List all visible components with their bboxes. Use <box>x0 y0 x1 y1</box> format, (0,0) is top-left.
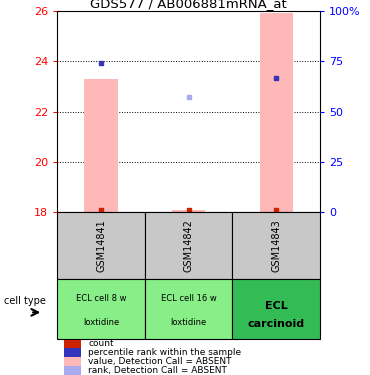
Bar <box>57 279 145 339</box>
Bar <box>64 348 81 357</box>
Text: loxtidine: loxtidine <box>83 318 119 327</box>
Bar <box>260 12 293 212</box>
Bar <box>64 339 81 348</box>
Bar <box>145 279 232 339</box>
Bar <box>84 79 118 212</box>
Bar <box>145 212 232 279</box>
Text: GSM14841: GSM14841 <box>96 219 106 272</box>
Text: GSM14843: GSM14843 <box>271 219 281 272</box>
Bar <box>232 279 320 339</box>
Bar <box>57 212 145 279</box>
Bar <box>172 210 205 212</box>
Bar <box>64 357 81 366</box>
Text: GSM14842: GSM14842 <box>184 219 194 272</box>
Text: percentile rank within the sample: percentile rank within the sample <box>88 348 242 357</box>
Text: carcinoid: carcinoid <box>248 320 305 329</box>
Text: ECL: ECL <box>265 302 287 311</box>
Text: value, Detection Call = ABSENT: value, Detection Call = ABSENT <box>88 357 232 366</box>
Text: count: count <box>88 339 114 348</box>
Text: rank, Detection Call = ABSENT: rank, Detection Call = ABSENT <box>88 366 227 375</box>
Text: ECL cell 8 w: ECL cell 8 w <box>76 294 127 303</box>
Text: cell type: cell type <box>4 296 46 306</box>
Text: ECL cell 16 w: ECL cell 16 w <box>161 294 216 303</box>
Bar <box>64 366 81 375</box>
Bar <box>232 212 320 279</box>
Title: GDS577 / AB006881mRNA_at: GDS577 / AB006881mRNA_at <box>90 0 287 10</box>
Text: loxtidine: loxtidine <box>171 318 207 327</box>
